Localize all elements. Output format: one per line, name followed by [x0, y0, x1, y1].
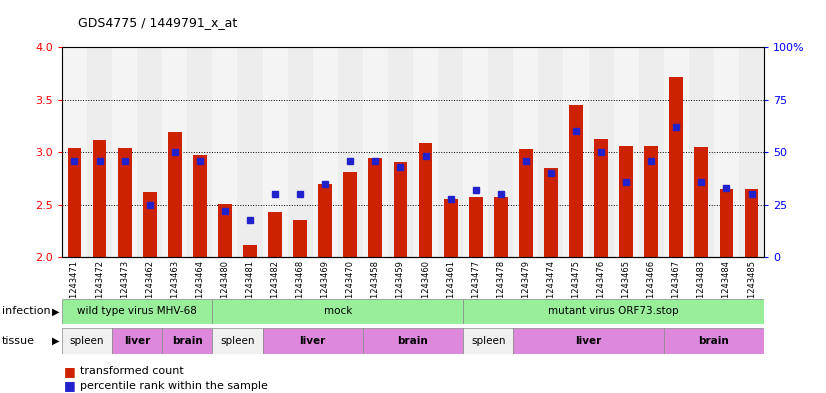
Bar [413, 47, 438, 257]
Text: spleen: spleen [69, 336, 104, 346]
Bar [463, 299, 764, 324]
Bar [212, 299, 463, 324]
Bar [669, 77, 683, 257]
Bar [620, 146, 633, 257]
Bar [469, 198, 482, 257]
Bar [695, 147, 708, 257]
Text: brain: brain [699, 336, 729, 346]
Bar [594, 139, 608, 257]
Text: liver: liver [300, 336, 325, 346]
Bar [463, 47, 488, 257]
Bar [243, 245, 257, 257]
Bar [519, 149, 533, 257]
Bar [719, 189, 733, 257]
Bar [344, 172, 357, 257]
Text: mock: mock [324, 307, 352, 316]
Bar [87, 47, 112, 257]
Text: ■: ■ [64, 365, 75, 378]
Bar [664, 328, 764, 354]
Bar [62, 47, 87, 257]
Bar [293, 220, 307, 257]
Text: liver: liver [576, 336, 601, 346]
Bar [112, 47, 137, 257]
Bar [68, 148, 82, 257]
Bar [644, 146, 658, 257]
Bar [438, 47, 463, 257]
Bar [488, 47, 513, 257]
Bar [287, 47, 313, 257]
Bar [313, 47, 338, 257]
Bar [569, 105, 583, 257]
Bar [614, 47, 638, 257]
Bar [714, 47, 739, 257]
Text: GDS4775 / 1449791_x_at: GDS4775 / 1449791_x_at [78, 16, 238, 29]
Bar [338, 47, 363, 257]
Bar [112, 328, 162, 354]
Bar [168, 132, 182, 257]
Bar [363, 47, 388, 257]
Text: mutant virus ORF73.stop: mutant virus ORF73.stop [548, 307, 679, 316]
Bar [212, 328, 263, 354]
Bar [739, 47, 764, 257]
Text: infection: infection [2, 307, 50, 316]
Bar [143, 192, 157, 257]
Bar [218, 204, 232, 257]
Text: brain: brain [172, 336, 202, 346]
Bar [62, 328, 112, 354]
Text: ▶: ▶ [52, 336, 59, 346]
Bar [444, 198, 458, 257]
Text: spleen: spleen [221, 336, 254, 346]
Bar [62, 299, 212, 324]
Bar [419, 143, 433, 257]
Bar [212, 47, 238, 257]
Bar [494, 198, 508, 257]
Bar [263, 328, 363, 354]
Bar [393, 162, 407, 257]
Bar [162, 328, 212, 354]
Bar [137, 47, 162, 257]
Bar [188, 47, 212, 257]
Text: wild type virus MHV-68: wild type virus MHV-68 [78, 307, 197, 316]
Bar [563, 47, 588, 257]
Bar [463, 328, 513, 354]
Bar [544, 168, 558, 257]
Bar [93, 140, 107, 257]
Bar [638, 47, 664, 257]
Bar [118, 148, 131, 257]
Bar [363, 328, 463, 354]
Bar [588, 47, 614, 257]
Bar [513, 328, 664, 354]
Text: transformed count: transformed count [80, 366, 184, 376]
Bar [388, 47, 413, 257]
Bar [268, 212, 282, 257]
Text: ■: ■ [64, 379, 75, 393]
Bar [193, 156, 206, 257]
Bar [263, 47, 287, 257]
Bar [162, 47, 188, 257]
Bar [664, 47, 689, 257]
Text: ▶: ▶ [52, 307, 59, 316]
Bar [318, 184, 332, 257]
Bar [368, 158, 382, 257]
Text: spleen: spleen [471, 336, 506, 346]
Bar [744, 189, 758, 257]
Bar [539, 47, 563, 257]
Text: percentile rank within the sample: percentile rank within the sample [80, 381, 268, 391]
Text: brain: brain [397, 336, 429, 346]
Bar [238, 47, 263, 257]
Text: liver: liver [124, 336, 150, 346]
Text: tissue: tissue [2, 336, 35, 346]
Bar [689, 47, 714, 257]
Bar [513, 47, 539, 257]
